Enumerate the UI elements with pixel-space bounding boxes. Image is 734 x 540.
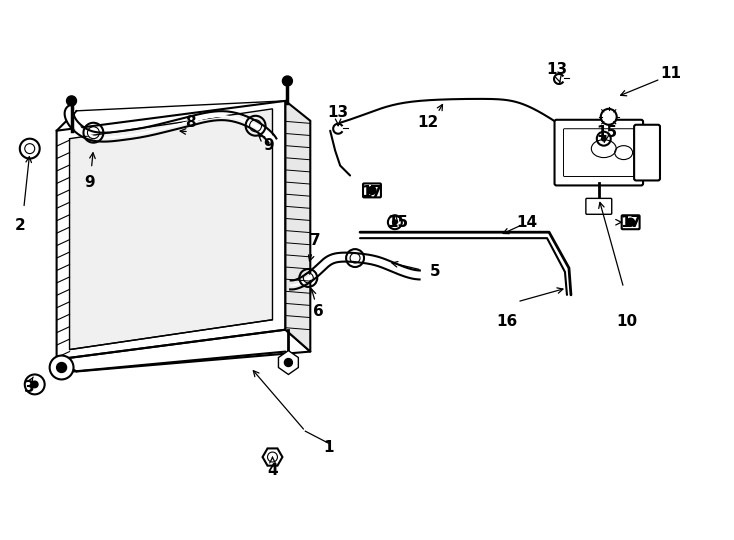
Circle shape xyxy=(627,218,635,226)
Text: 8: 8 xyxy=(186,115,196,130)
Circle shape xyxy=(283,76,292,86)
Text: 13: 13 xyxy=(546,62,567,77)
FancyBboxPatch shape xyxy=(634,125,660,180)
Text: 3: 3 xyxy=(24,380,35,395)
Text: 11: 11 xyxy=(660,65,681,80)
FancyBboxPatch shape xyxy=(363,184,381,198)
Polygon shape xyxy=(70,109,272,349)
Text: 13: 13 xyxy=(327,105,349,120)
Circle shape xyxy=(601,109,617,125)
Circle shape xyxy=(20,139,40,159)
Text: 9: 9 xyxy=(84,175,95,190)
Polygon shape xyxy=(263,448,283,465)
Circle shape xyxy=(50,355,73,380)
Text: 1: 1 xyxy=(323,440,333,455)
Text: 6: 6 xyxy=(313,304,324,319)
Text: 17: 17 xyxy=(620,215,642,230)
Text: 12: 12 xyxy=(417,115,438,130)
Circle shape xyxy=(31,380,39,388)
Circle shape xyxy=(392,219,398,225)
Text: 5: 5 xyxy=(429,265,440,280)
Circle shape xyxy=(601,136,607,141)
FancyBboxPatch shape xyxy=(586,198,611,214)
FancyBboxPatch shape xyxy=(554,120,643,185)
Circle shape xyxy=(25,374,45,394)
Text: 16: 16 xyxy=(497,314,518,329)
Circle shape xyxy=(57,362,67,373)
Circle shape xyxy=(368,186,376,194)
Text: 7: 7 xyxy=(310,233,321,248)
Text: 2: 2 xyxy=(15,218,25,233)
Text: 4: 4 xyxy=(267,463,277,478)
Text: 17: 17 xyxy=(361,185,382,200)
Text: 10: 10 xyxy=(616,314,637,329)
Polygon shape xyxy=(278,350,298,374)
Polygon shape xyxy=(286,101,310,352)
Text: 15: 15 xyxy=(388,215,408,230)
Text: 9: 9 xyxy=(264,138,274,153)
Text: 15: 15 xyxy=(596,125,617,140)
Text: 14: 14 xyxy=(517,215,538,230)
Circle shape xyxy=(67,96,76,106)
FancyBboxPatch shape xyxy=(622,215,639,229)
Circle shape xyxy=(285,359,292,367)
